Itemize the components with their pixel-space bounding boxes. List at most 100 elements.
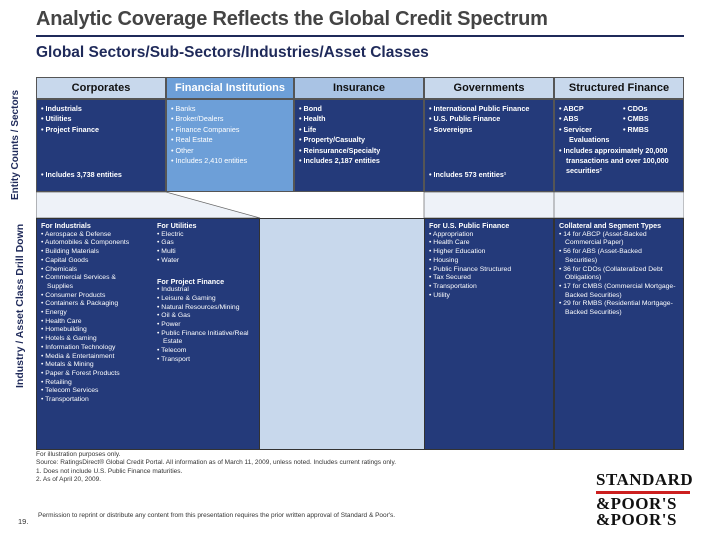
cell-insurance: • Bond • Health • Life • Property/Casual… (294, 99, 424, 192)
drill-list-text: Tax Secured (433, 274, 471, 282)
drill-list-text: Obligations) (565, 274, 602, 282)
drill-list-item: • Gas (157, 239, 174, 247)
footnote-line: For illustration purposes only. (36, 451, 121, 458)
drill-list-item: • 14 for ABCP (Asset-Backed (559, 230, 647, 238)
sf-item: ABCP (563, 104, 584, 113)
drill-down-connector (36, 192, 684, 218)
drill-list-item: • Natural Resources/Mining (157, 303, 240, 311)
drill-list-item: • Media & Entertainment (41, 352, 115, 360)
logo-line: STANDARD (596, 470, 694, 489)
insurance-item: Property/Casualty (303, 135, 366, 145)
drill-list-text: Housing (433, 256, 459, 264)
drill-list-item: Securities) (559, 257, 679, 266)
drill-list-item: • Health Care (41, 317, 82, 325)
drill-list-item: Backed Securities) (559, 292, 679, 301)
drill-list-text: Aerospace & Defense (44, 230, 112, 238)
drill-list-text: Paper & Forest Products (45, 369, 120, 377)
logo-line: &POOR'S (596, 494, 677, 513)
drill-list-item: • 56 for ABS (Asset-Backed (559, 248, 642, 256)
drill-list-text: Leisure & Gaming (161, 294, 216, 302)
drill-list-item: • 29 for RMBS (Residential Mortgage- (559, 300, 673, 308)
drill-us-public-finance: For U.S. Public Finance • Appropriation •… (424, 218, 554, 450)
title-divider (36, 35, 684, 37)
governments-item: U.S. Public Finance (433, 114, 501, 124)
drill-list-item: • Utility (429, 291, 450, 299)
sp-logo: STANDARD &POOR'S &POOR'S (596, 470, 694, 529)
drill-list-item: • Information Technology (41, 343, 116, 351)
insurance-count: Includes 2,187 entities (303, 156, 380, 166)
drill-list-text: Health Care (45, 317, 82, 325)
drill-list-text: Capital Goods (45, 256, 89, 264)
corporates-item: Utilities (45, 114, 72, 124)
drill-list-item: • Hotels & Gaming (41, 335, 97, 343)
sf-item: RMBS (627, 124, 649, 134)
side-label-entity-counts: Entity Counts / Sectors (10, 89, 21, 200)
column-header-insurance: Insurance (294, 77, 424, 99)
drill-list-text: Estate (163, 338, 183, 346)
sf-item: CMBS (627, 114, 649, 124)
drill-list-item: • Consumer Products (41, 291, 106, 299)
drill-list-text: Telecom (161, 347, 187, 355)
column-header-corporates: Corporates (36, 77, 166, 99)
side-label-drill-down: Industry / Asset Class Drill Down (14, 223, 26, 388)
permission-notice: Permission to reprint or distribute any … (38, 512, 396, 519)
page-number: 19. (18, 517, 29, 526)
drill-list-text: 56 for ABS (Asset-Backed (563, 248, 642, 256)
drill-list-text: Backed Securities) (565, 309, 622, 317)
drill-list-item: • Multi (157, 248, 176, 256)
drill-list-item: • Public Finance Initiative/Real (157, 329, 249, 337)
drill-corporates: For Industrials • Aerospace & Defense • A… (36, 218, 260, 450)
drill-list-text: 36 for CDOs (Collateralized Debt (563, 265, 663, 273)
drill-list-item: • Telecom (157, 347, 187, 355)
insurance-item: Life (303, 124, 317, 134)
corporates-item: Project Finance (45, 124, 100, 134)
column-header-governments: Governments (424, 77, 554, 99)
corporates-item: Industrials (45, 104, 82, 113)
drill-list-text: Energy (45, 309, 67, 317)
drill-list-item: • Telecom Services (41, 387, 99, 395)
drill-list-text: Containers & Packaging (45, 300, 119, 308)
drill-list-item: • Leisure & Gaming (157, 294, 216, 302)
drill-list-item: • Capital Goods (41, 256, 89, 264)
logo-line: &POOR'S (596, 510, 677, 529)
footnote-line: 2. As of April 20, 2009. (36, 475, 102, 483)
drill-list-item: • Power (157, 321, 181, 329)
fi-item: Finance Companies (175, 124, 240, 134)
drill-list-text: Higher Education (433, 248, 486, 256)
column-header-financial-institutions: Financial Institutions (166, 77, 294, 99)
drill-list-text: Health Care (433, 239, 470, 247)
drill-list-item: • Transport (157, 355, 190, 363)
cell-financial-institutions: • Banks • Broker/Dealers • Finance Compa… (166, 99, 294, 192)
drill-heading-collateral: Collateral and Segment Types (559, 221, 662, 230)
drill-spacer-middle (260, 218, 424, 450)
drill-list-text: Commercial Paper) (565, 239, 624, 247)
sf-item: ABS (563, 114, 579, 124)
drill-heading-us-public-finance: For U.S. Public Finance (429, 221, 510, 230)
drill-heading-project-finance: For Project Finance (157, 276, 225, 286)
drill-list-item: Commercial Paper) (559, 239, 679, 248)
fi-count: Includes 2,410 entities (175, 156, 248, 166)
drill-list-text: Automobiles & Components (44, 239, 130, 247)
drill-heading-utilities: For Utilities (157, 221, 197, 230)
drill-list-text: Media & Entertainment (45, 352, 115, 360)
drill-collateral: Collateral and Segment Types • 14 for AB… (554, 218, 684, 450)
drill-list-text: Securities) (565, 256, 598, 264)
drill-list-text: Building Materials (45, 248, 99, 256)
drill-list-item: • Paper & Forest Products (41, 369, 120, 377)
drill-list-text: 17 for CMBS (Commercial Mortgage- (563, 282, 676, 290)
drill-list-item: • Electric (157, 230, 184, 238)
drill-list-text: Consumer Products (45, 291, 106, 299)
insurance-item: Health (303, 114, 326, 124)
drill-list-text: Transportation (45, 396, 89, 404)
drill-list-text: Public Finance Structured (433, 265, 512, 273)
sf-item: CDOs (627, 104, 648, 113)
sf-count-line: Includes approximately 20,000 (563, 145, 668, 155)
drill-list-text: Power (161, 321, 181, 329)
drill-list-item: • Building Materials (41, 248, 99, 256)
column-header-structured-finance: Structured Finance (554, 77, 684, 99)
drill-list-item: • Retailing (41, 378, 72, 386)
drill-list-item: • Tax Secured (429, 274, 471, 282)
fi-item: Real Estate (175, 135, 213, 145)
drill-list-item: Estate (157, 338, 249, 347)
drill-list-text: 29 for RMBS (Residential Mortgage- (563, 300, 673, 308)
